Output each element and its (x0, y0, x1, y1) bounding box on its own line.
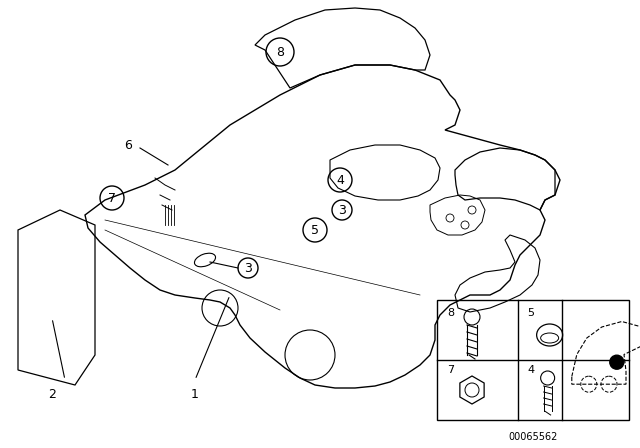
Text: 6: 6 (124, 138, 132, 151)
Text: 1: 1 (191, 388, 199, 401)
Text: 3: 3 (338, 203, 346, 216)
Text: 3: 3 (244, 262, 252, 275)
Text: 5: 5 (311, 224, 319, 237)
Text: 8: 8 (276, 46, 284, 59)
Text: 8: 8 (447, 308, 454, 318)
Text: 4: 4 (527, 365, 535, 375)
Text: 00065562: 00065562 (508, 432, 557, 442)
Text: 5: 5 (527, 308, 534, 318)
Text: 4: 4 (336, 173, 344, 186)
Circle shape (610, 355, 624, 369)
Text: 7: 7 (108, 191, 116, 204)
Text: 7: 7 (447, 365, 454, 375)
Text: 2: 2 (48, 388, 56, 401)
Bar (437, 300, 629, 420)
